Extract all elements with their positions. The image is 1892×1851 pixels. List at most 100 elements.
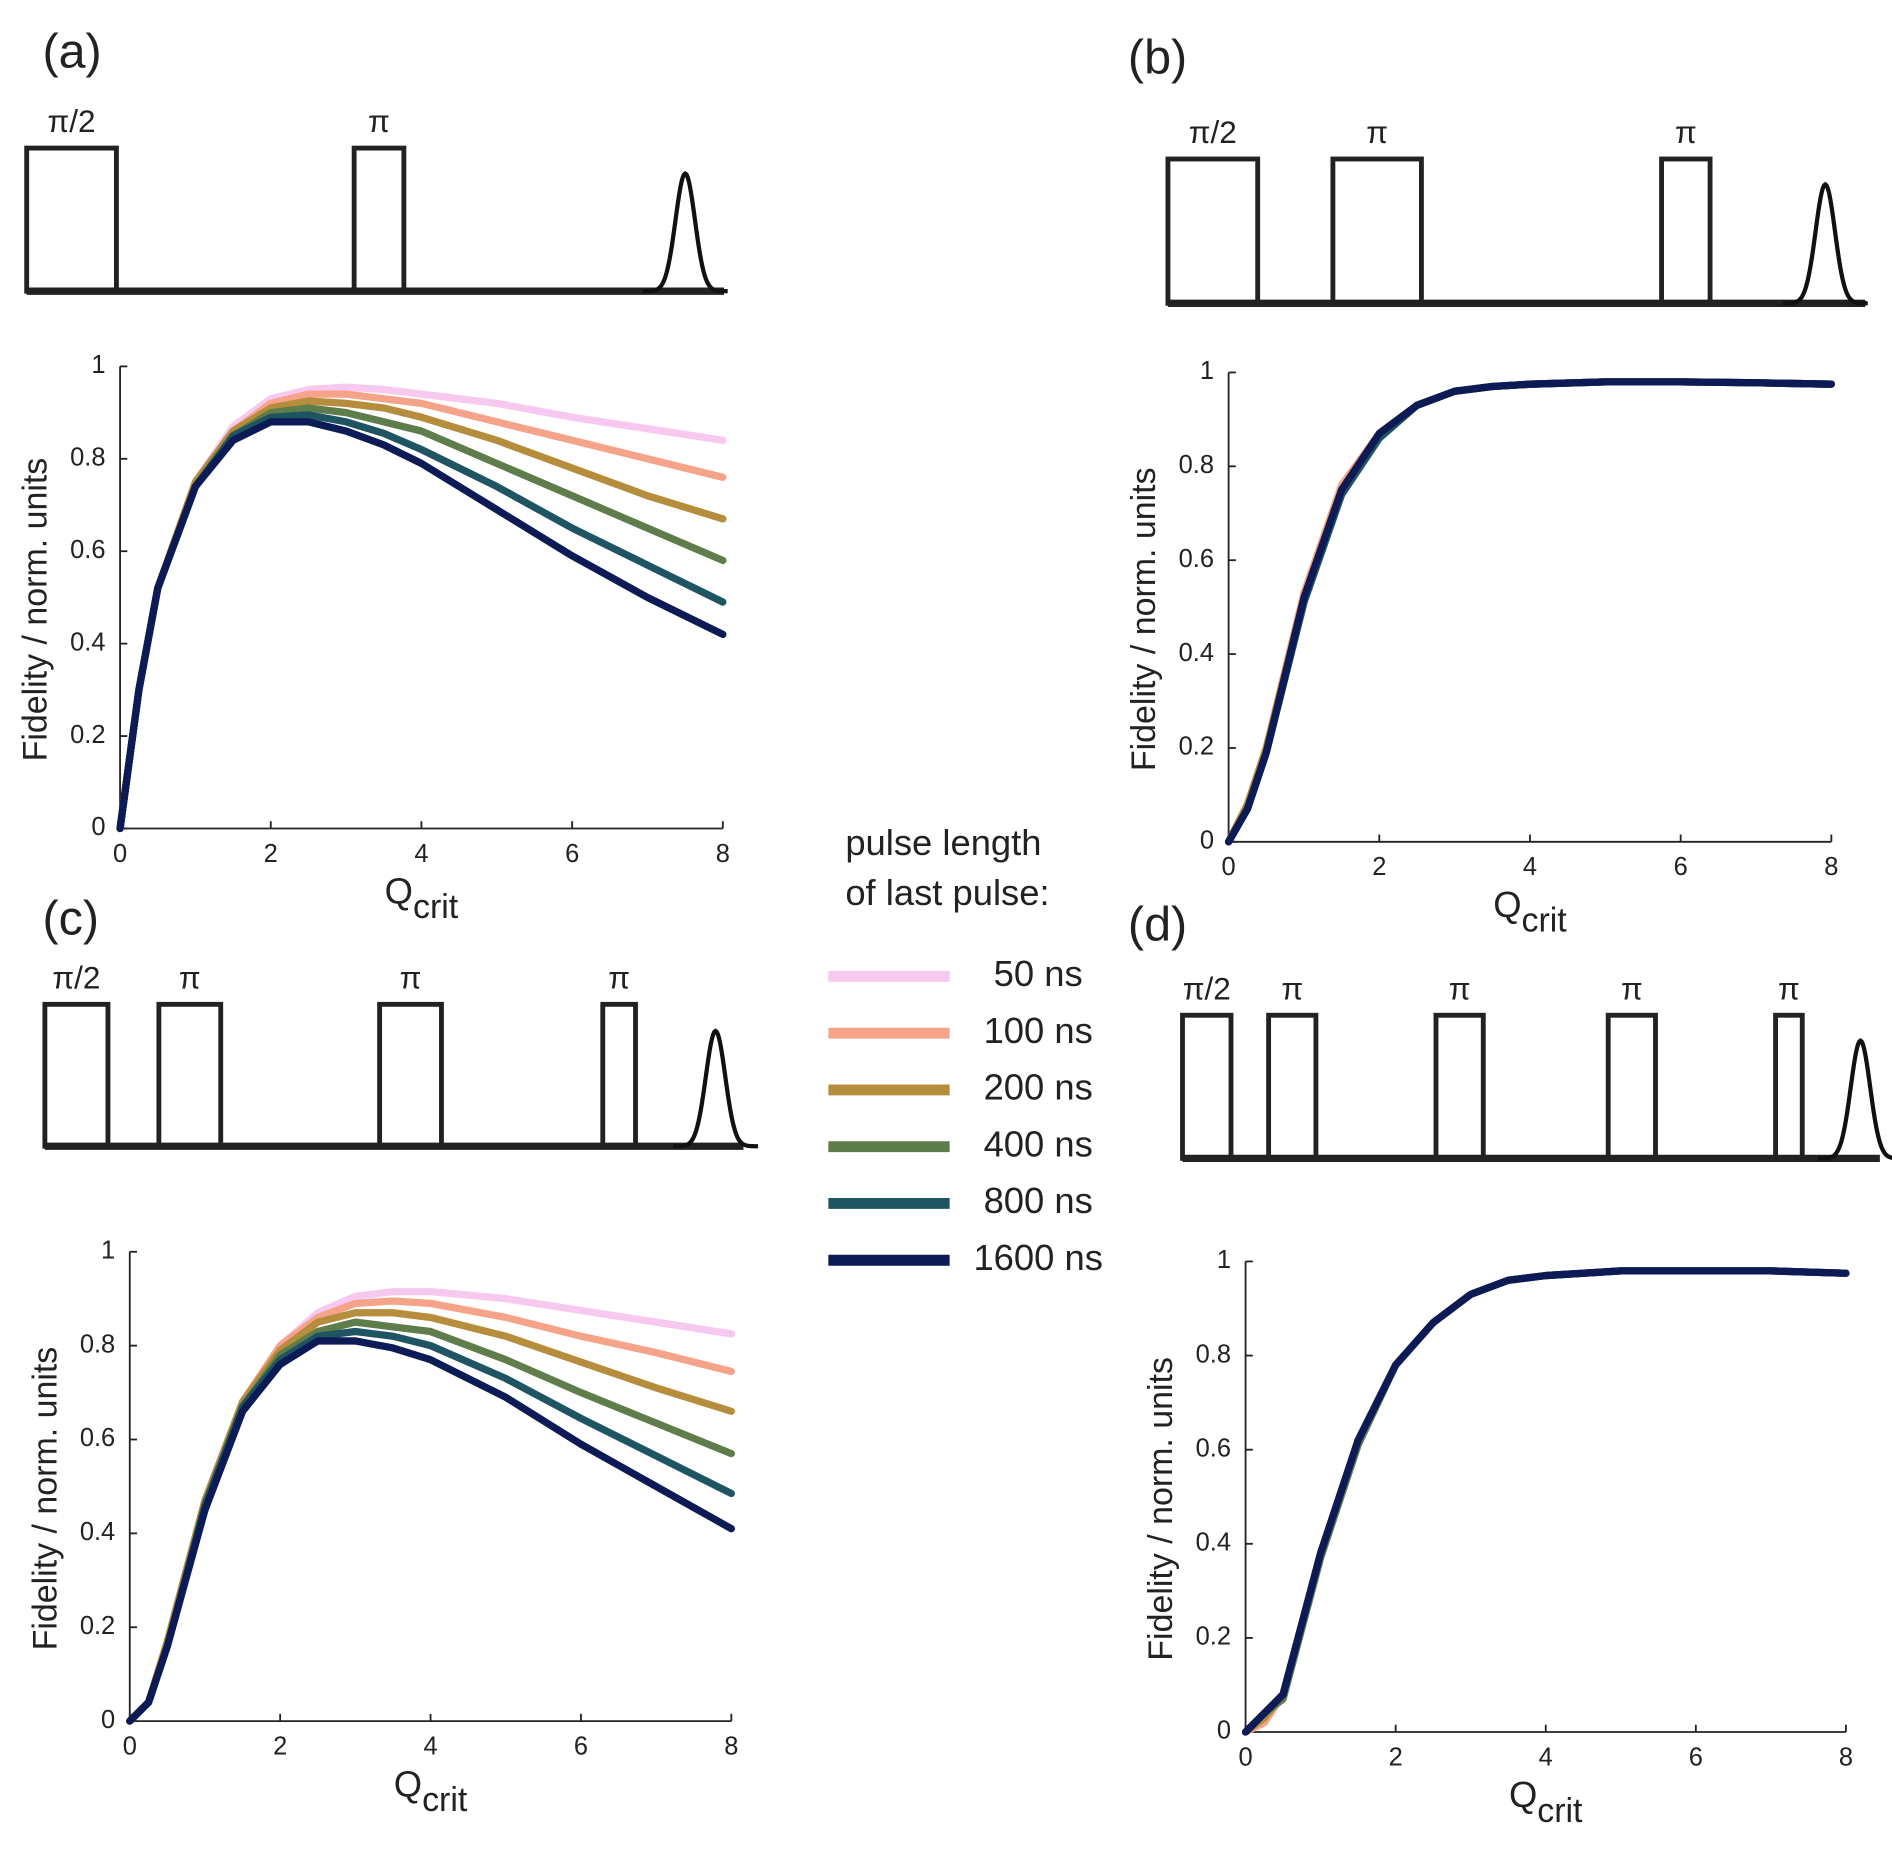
series-line (126, 1327, 735, 1725)
y-axis-label: Fidelity / norm. units (1142, 1357, 1180, 1661)
y-axis-label: Fidelity / norm. units (17, 458, 55, 762)
pulse-box (156, 1001, 224, 1149)
y-tick-label: 0.4 (1179, 639, 1214, 667)
x-tick-label: 2 (273, 1733, 287, 1761)
y-tick-label: 0.4 (80, 1518, 115, 1546)
legend-title: pulse length (845, 822, 1041, 863)
panel-label: (b) (1128, 31, 1187, 85)
y-tick-label: 0.2 (80, 1612, 115, 1640)
y-tick-label: 0.4 (1196, 1529, 1231, 1557)
pulse-box (351, 145, 407, 294)
x-axis-label: Qcrit (1493, 884, 1567, 940)
pulse-label: π (608, 959, 630, 995)
y-tick-label: 0.4 (70, 628, 105, 656)
x-tick-label: 4 (423, 1733, 437, 1761)
legend-label: 1600 ns (973, 1237, 1102, 1278)
pulse-box (42, 1001, 111, 1149)
x-tick-label: 6 (565, 840, 579, 868)
series-line (1224, 378, 1835, 846)
series-line (126, 1309, 735, 1725)
pulse-box (1433, 1012, 1486, 1161)
y-axis-label: Fidelity / norm. units (26, 1347, 64, 1651)
legend-label: 50 ns (994, 953, 1083, 994)
pulse-label: π (1778, 970, 1800, 1006)
pulse-box (1266, 1012, 1319, 1161)
pulse-label: π (1281, 970, 1303, 1006)
x-axis-label-main: Q (385, 871, 413, 912)
y-tick-label: 0.6 (70, 536, 105, 564)
y-tick-label: 0.6 (1196, 1434, 1231, 1462)
x-axis-label: Qcrit (385, 871, 459, 927)
x-tick-label: 4 (1539, 1743, 1553, 1771)
x-tick-label: 8 (724, 1733, 738, 1761)
pulse-box (377, 1001, 444, 1149)
pulse-box (600, 1001, 638, 1149)
x-axis-label-sub: crit (1537, 1792, 1583, 1830)
y-tick-label: 0.8 (1196, 1340, 1231, 1368)
x-axis-label-main: Q (1493, 884, 1521, 925)
x-axis-label: Qcrit (1509, 1774, 1583, 1830)
pulse-box (1605, 1012, 1658, 1161)
y-tick-label: 1 (1200, 357, 1214, 385)
pulse-label: π/2 (52, 959, 100, 995)
y-tick-label: 0 (1200, 827, 1214, 855)
legend-label: 400 ns (984, 1123, 1093, 1164)
pulse-label: π (400, 959, 422, 995)
panel-label: (d) (1128, 898, 1187, 952)
x-axis-label-main: Q (394, 1763, 422, 1804)
pulse-box (1330, 156, 1424, 306)
y-tick-label: 0 (101, 1706, 115, 1734)
x-tick-label: 0 (113, 840, 127, 868)
pulse-label: π (1675, 114, 1697, 150)
x-axis-label-sub: crit (1521, 902, 1567, 940)
x-axis-label: Qcrit (394, 1763, 468, 1819)
pulse-box (1773, 1012, 1805, 1161)
x-tick-label: 6 (1674, 853, 1688, 881)
x-axis-label-main: Q (1509, 1774, 1537, 1815)
x-tick-label: 2 (1372, 853, 1386, 881)
pulse-label: π (1366, 114, 1388, 150)
x-tick-label: 6 (574, 1733, 588, 1761)
legend-label: 100 ns (984, 1010, 1093, 1051)
pulse-label: π/2 (48, 103, 96, 139)
y-axis-label: Fidelity / norm. units (1125, 467, 1163, 771)
y-tick-label: 0.8 (1179, 451, 1214, 479)
series-line (126, 1337, 735, 1725)
y-tick-label: 0 (91, 813, 105, 841)
x-tick-label: 8 (1839, 1743, 1853, 1771)
pulse-label: π (179, 959, 201, 995)
series-line (126, 1297, 735, 1725)
legend-label: 800 ns (984, 1180, 1093, 1221)
echo-signal (1818, 1038, 1892, 1161)
x-tick-label: 4 (414, 840, 428, 868)
panel-label: (a) (42, 25, 101, 79)
series-line (1224, 378, 1835, 846)
x-tick-label: 8 (716, 840, 730, 868)
y-tick-label: 0.2 (1179, 733, 1214, 761)
x-tick-label: 4 (1523, 853, 1537, 881)
series-line (116, 418, 727, 833)
x-tick-label: 2 (1389, 1743, 1403, 1771)
legend-label: 200 ns (984, 1067, 1093, 1108)
x-tick-label: 0 (1238, 1743, 1252, 1771)
x-tick-label: 2 (264, 840, 278, 868)
y-tick-label: 0.6 (80, 1424, 115, 1452)
y-tick-label: 0 (1217, 1717, 1231, 1745)
pulse-box (1659, 156, 1713, 306)
legend-title: of last pulse: (845, 872, 1049, 913)
pulse-label: π (1621, 970, 1643, 1006)
y-tick-label: 1 (101, 1236, 115, 1264)
pulse-box (1165, 156, 1261, 306)
y-tick-label: 0.8 (70, 444, 105, 472)
panel-label: (c) (42, 892, 99, 946)
y-tick-label: 0.6 (1179, 545, 1214, 573)
y-tick-label: 0.2 (70, 721, 105, 749)
pulse-label: π/2 (1183, 970, 1231, 1006)
echo-signal (673, 1028, 759, 1149)
pulse-label: π/2 (1189, 114, 1237, 150)
series-line (1224, 378, 1835, 846)
echo-signal (1782, 181, 1868, 306)
y-tick-label: 1 (1217, 1246, 1231, 1274)
series-line (1224, 378, 1835, 846)
